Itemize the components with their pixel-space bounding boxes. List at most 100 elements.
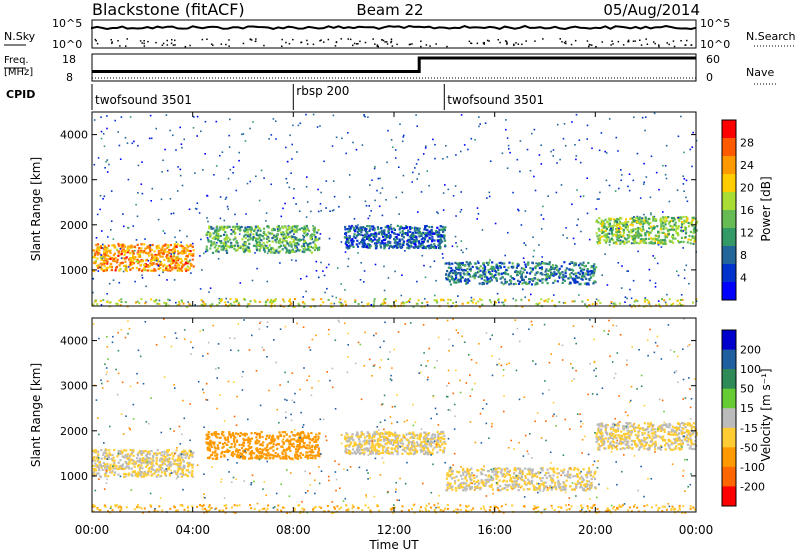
scatter-ground	[120, 298, 123, 301]
scatter-ground	[678, 302, 681, 305]
scatter-point	[663, 241, 666, 244]
scatter-point	[363, 451, 366, 454]
scatter-point	[231, 455, 234, 458]
scatter-point	[147, 467, 150, 470]
scatter-ground	[382, 299, 385, 302]
scatter-point	[418, 434, 421, 437]
scatter-point	[272, 449, 275, 452]
scatter-point	[126, 456, 129, 459]
scatter-point	[302, 229, 305, 233]
scatter-noise	[157, 264, 160, 267]
scatter-point	[616, 227, 619, 230]
colorbar-swatch	[722, 120, 736, 139]
scatter-point	[144, 247, 147, 250]
scatter-point	[174, 264, 177, 267]
scatter-ground	[546, 300, 549, 303]
scatter-point	[655, 234, 658, 237]
scatter-point	[207, 433, 210, 436]
scatter-point	[227, 245, 230, 248]
scatter-point	[396, 224, 399, 227]
scatter-point	[187, 457, 191, 460]
scatter-point	[144, 472, 147, 475]
scatter-point	[282, 442, 285, 446]
scatter-point	[121, 451, 124, 454]
scatter-point	[383, 247, 386, 250]
scatter-point	[219, 441, 222, 444]
scatter-point	[663, 238, 666, 241]
scatter-point	[437, 240, 440, 243]
scatter-noise	[364, 239, 366, 241]
scatter-point	[354, 452, 357, 455]
scatter-noise	[463, 144, 466, 146]
scatter-point	[136, 243, 139, 246]
scatter-point	[265, 245, 268, 248]
scatter-point	[107, 475, 110, 478]
scatter-ground	[235, 298, 237, 301]
scatter-point	[165, 255, 168, 258]
scatter-noise	[517, 208, 519, 211]
scatter-noise	[276, 228, 279, 230]
scatter-point	[415, 228, 418, 231]
scatter-point	[105, 468, 108, 471]
scatter-point	[227, 440, 230, 443]
scatter-point	[374, 445, 377, 448]
scatter-ground	[264, 301, 267, 304]
scatter-point	[397, 246, 400, 249]
scatter-point	[220, 242, 223, 245]
scatter-noise	[359, 279, 362, 281]
scatter-point	[110, 471, 113, 474]
scatter-noise	[374, 199, 376, 202]
scatter-noise	[242, 133, 245, 135]
scatter-point	[691, 235, 694, 238]
scatter-point	[156, 258, 159, 261]
scatter-point	[166, 449, 169, 452]
scatter-point	[250, 227, 253, 230]
scatter-point	[146, 269, 149, 272]
scatter-noise	[654, 257, 656, 259]
scatter-point	[253, 236, 256, 239]
scatter-point	[217, 230, 220, 233]
scatter-noise	[507, 144, 510, 147]
scatter-point	[96, 246, 99, 249]
scatter-noise	[175, 149, 177, 151]
scatter-point	[482, 271, 485, 274]
scatter-noise	[653, 112, 656, 115]
scatter-point	[217, 447, 220, 450]
scatter-noise	[206, 195, 209, 197]
scatter-point	[222, 442, 225, 445]
scatter-ground	[597, 299, 600, 302]
scatter-point	[534, 273, 537, 276]
scatter-point	[659, 241, 662, 244]
scatter-point	[361, 229, 364, 232]
scatter-point	[622, 230, 625, 233]
scatter-point	[262, 247, 266, 250]
scatter-noise	[284, 202, 286, 205]
scatter-point	[181, 246, 184, 249]
scatter-point	[519, 276, 523, 279]
scatter-point	[558, 271, 561, 274]
scatter-point	[283, 431, 287, 434]
nsearch-point	[610, 44, 612, 46]
scatter-point	[453, 281, 456, 284]
scatter-ground	[417, 299, 420, 302]
scatter-point	[129, 261, 132, 264]
scatter-point	[216, 444, 219, 447]
scatter-noise	[131, 142, 134, 145]
scatter-point	[304, 230, 307, 233]
scatter-point	[104, 449, 107, 452]
scatter-noise	[291, 143, 293, 146]
scatter-point	[163, 473, 166, 476]
scatter-point	[268, 244, 271, 247]
scatter-point	[355, 225, 358, 228]
scatter-point	[284, 226, 287, 229]
scatter-point	[398, 238, 401, 241]
scatter-point	[186, 475, 189, 478]
scatter-noise	[632, 279, 635, 282]
scatter-noise	[460, 114, 463, 116]
scatter-point	[479, 265, 482, 268]
scatter-noise	[608, 232, 611, 235]
scatter-point	[105, 454, 108, 457]
scatter-point	[261, 448, 264, 451]
scatter-point	[225, 244, 228, 248]
scatter-noise	[598, 149, 601, 152]
